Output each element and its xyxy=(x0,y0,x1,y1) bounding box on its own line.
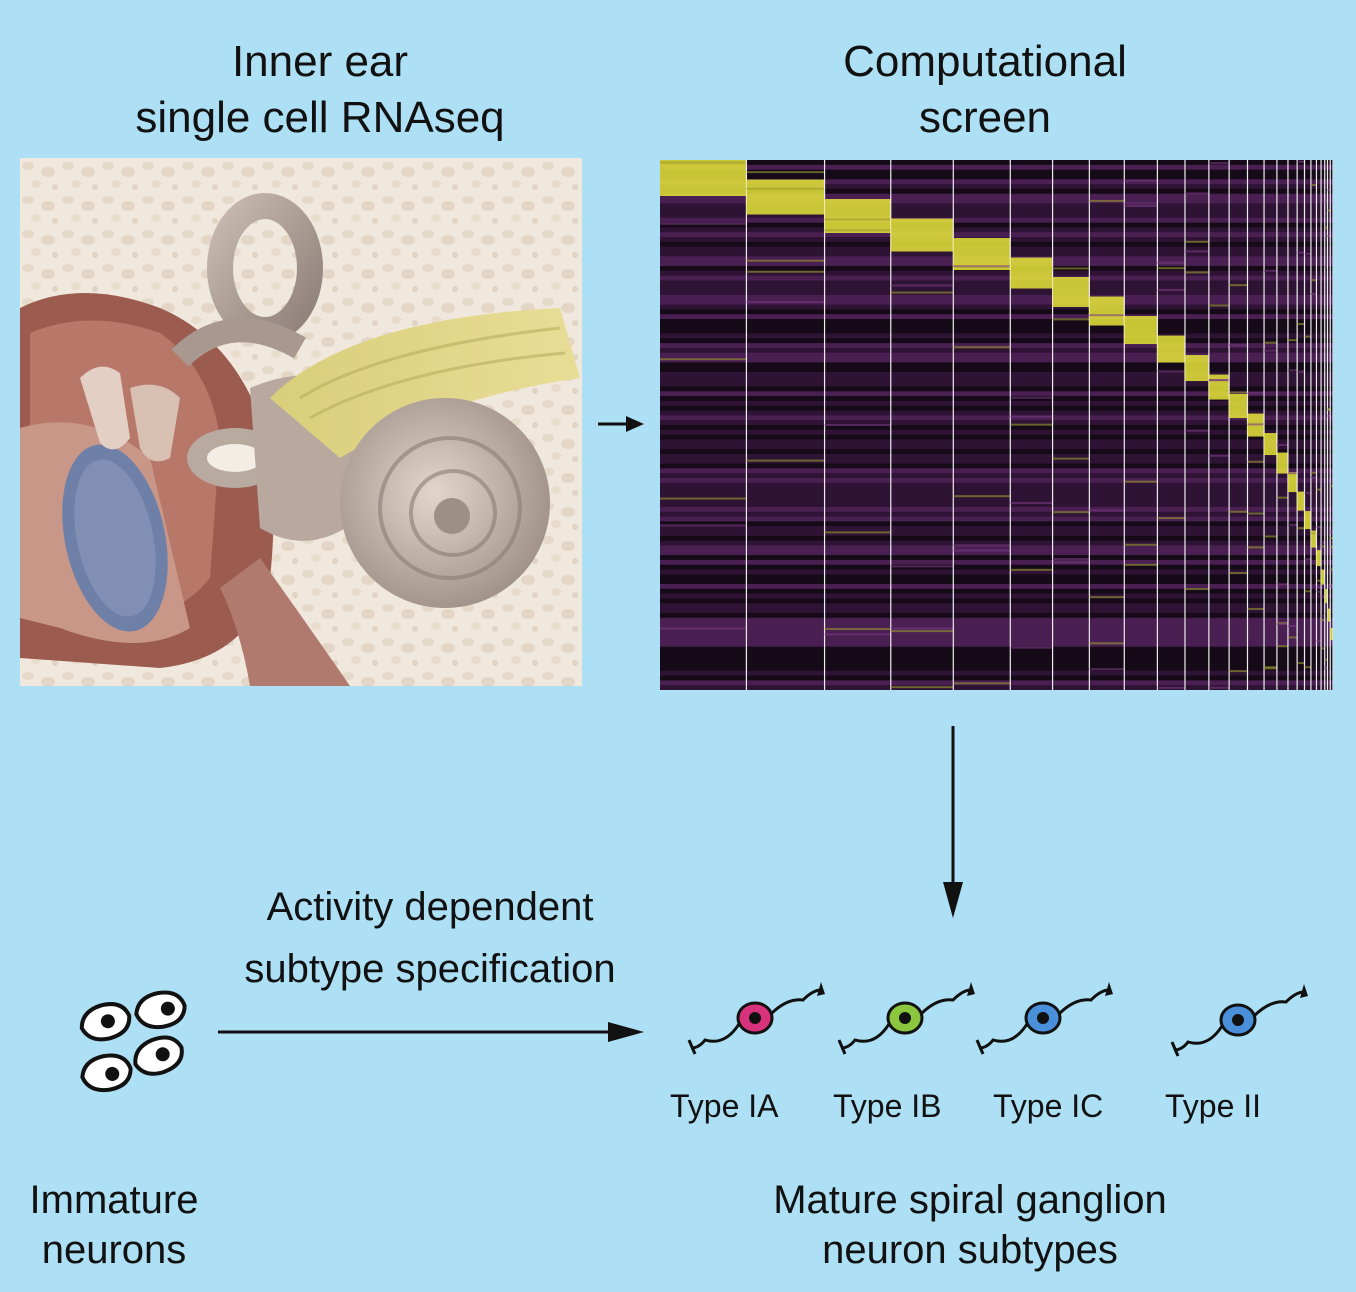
immature-label: Immature neurons xyxy=(0,1175,228,1275)
arrow-screen-to-subtypes xyxy=(943,726,963,918)
mature-label: Mature spiral ganglion neuron subtypes xyxy=(730,1175,1210,1275)
neuron-nucleus xyxy=(1232,1014,1244,1026)
subtype-label: Type IB xyxy=(833,1088,942,1124)
subtype-label: Type II xyxy=(1165,1088,1262,1124)
screen-title-line2: screen xyxy=(918,93,1052,142)
heatmap-graphic xyxy=(660,160,1333,690)
process-line2: subtype specification xyxy=(244,947,616,991)
neuron-nucleus xyxy=(899,1012,911,1024)
immature-cell xyxy=(133,1035,184,1076)
screen-title: Computational screen xyxy=(700,34,1270,146)
subtype-label: Type IA xyxy=(670,1088,779,1124)
screen-title-line1: Computational xyxy=(843,37,1127,86)
inner-ear-illustration xyxy=(20,158,582,686)
immature-line1: Immature xyxy=(29,1178,199,1222)
immature-neuron-cells xyxy=(79,990,187,1093)
ear-title-line1: Inner ear xyxy=(231,37,409,86)
mature-neurons xyxy=(687,982,1308,1057)
expression-heatmap xyxy=(660,160,1333,690)
process-line1: Activity dependent xyxy=(266,885,594,929)
arrow-ear-to-screen xyxy=(598,416,644,432)
neuron-type-ic xyxy=(975,982,1113,1055)
neuron-nucleus xyxy=(1037,1012,1049,1024)
immature-cell xyxy=(134,990,187,1030)
mature-line2: neuron subtypes xyxy=(822,1228,1118,1272)
ear-title: Inner ear single cell RNAseq xyxy=(20,34,620,146)
immature-cell xyxy=(79,1002,132,1042)
process-label: Activity dependent subtype specification xyxy=(190,876,670,1000)
immature-cell xyxy=(80,1053,133,1093)
neuron-type-ii xyxy=(1170,984,1308,1057)
subtype-label: Type IC xyxy=(993,1088,1104,1124)
neuron-nucleus xyxy=(749,1012,761,1024)
immature-line2: neurons xyxy=(41,1228,187,1272)
arrow-specification xyxy=(218,1022,644,1042)
neuron-type-ib xyxy=(837,982,975,1055)
mature-line1: Mature spiral ganglion xyxy=(773,1178,1167,1222)
ear-title-line2: single cell RNAseq xyxy=(135,93,505,142)
neuron-type-ia xyxy=(687,982,825,1055)
